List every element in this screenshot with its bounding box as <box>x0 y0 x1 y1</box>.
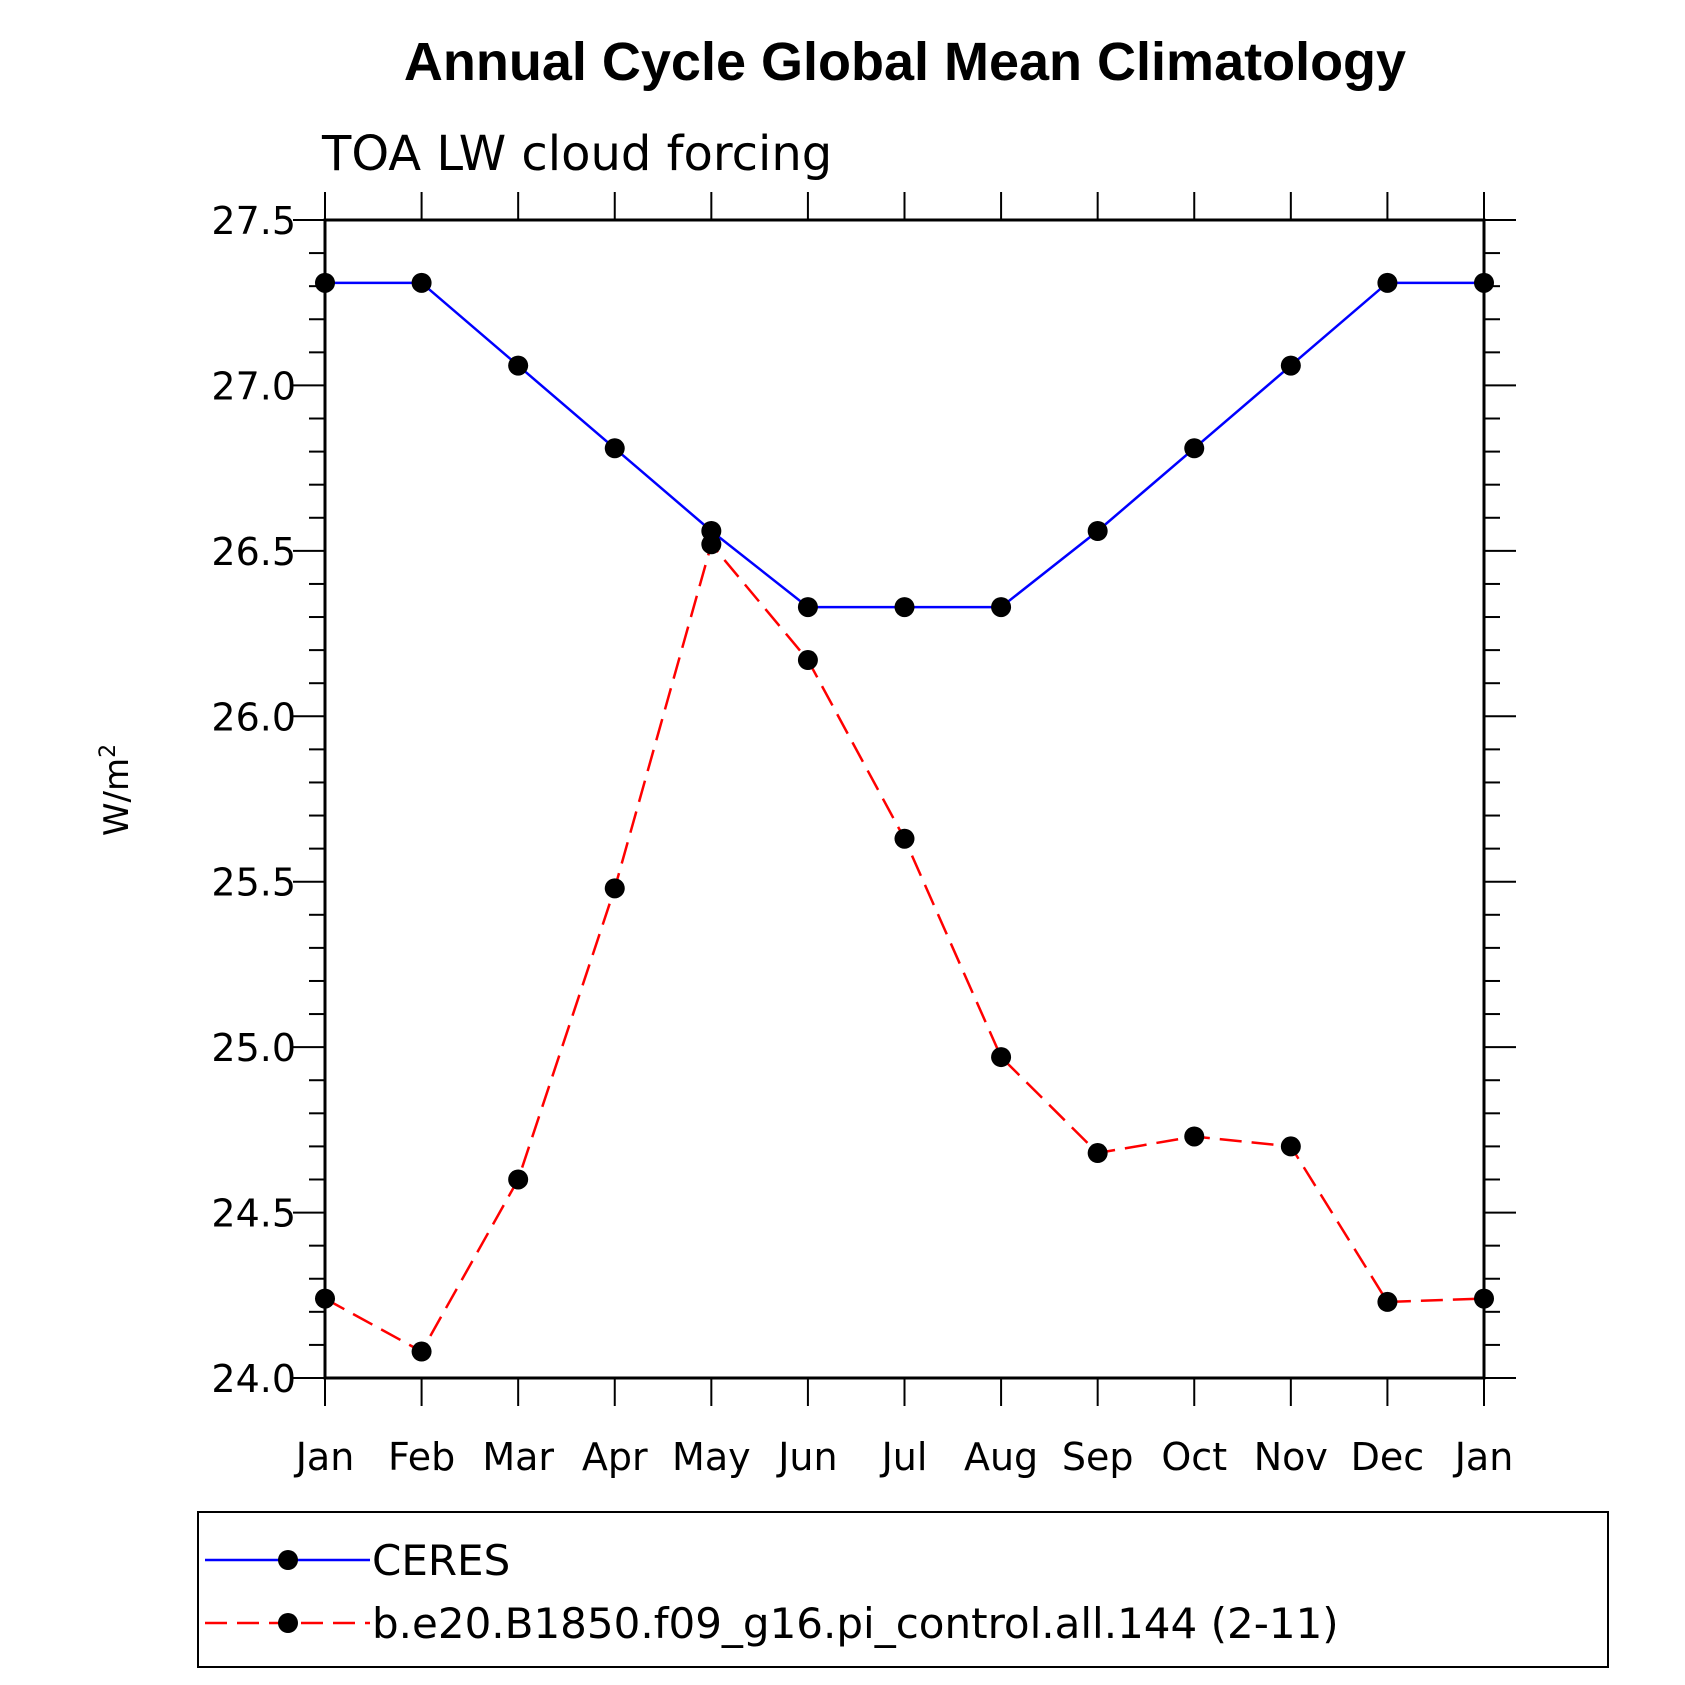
data-point <box>797 650 818 671</box>
data-point <box>604 438 625 459</box>
data-point <box>991 1047 1012 1068</box>
data-point <box>508 1169 529 1190</box>
data-point <box>411 1341 432 1362</box>
x-tick-label: Sep <box>1062 1435 1134 1479</box>
data-point <box>315 272 335 293</box>
data-point <box>991 597 1012 618</box>
y-tick-label: 26.0 <box>211 695 296 739</box>
data-point <box>894 828 915 849</box>
legend: CERES b.e20.B1850.f09_g16.pi_control.all.… <box>197 1511 1609 1668</box>
x-tick-label: Jan <box>1453 1435 1514 1479</box>
data-point <box>701 534 722 555</box>
plot-border <box>323 218 1486 1380</box>
x-tick-label: Feb <box>388 1435 455 1479</box>
y-axis-title: W/m2 <box>96 744 137 836</box>
series-line-1 <box>324 541 1485 1354</box>
data-point <box>315 1288 335 1309</box>
x-tick-label: Apr <box>582 1435 648 1479</box>
data-point <box>1184 1126 1205 1147</box>
y-tick-label: 24.0 <box>211 1357 296 1401</box>
chart-title: Annual Cycle Global Mean Climatology <box>404 32 1406 92</box>
y-tick-label: 24.5 <box>211 1192 296 1236</box>
x-tick-label: Oct <box>1161 1435 1227 1479</box>
data-point <box>1474 1288 1494 1309</box>
legend-marker-1 <box>278 1613 298 1633</box>
y-axis-title-main: W/m <box>97 758 137 836</box>
x-axis-ticks: Jan Feb Mar Apr May Jun Jul Aug Sep Oct Nov Dec Jan <box>294 192 1514 1479</box>
data-point <box>1087 521 1108 542</box>
data-point <box>1280 355 1301 376</box>
legend-label-0: CERES <box>372 1536 510 1585</box>
data-point <box>1184 438 1205 459</box>
y-tick-label: 27.5 <box>211 199 296 243</box>
x-tick-label: Jan <box>294 1435 355 1479</box>
x-tick-label: Aug <box>964 1435 1038 1479</box>
y-tick-label: 25.0 <box>211 1026 296 1070</box>
data-point <box>1377 272 1398 293</box>
legend-label-1: b.e20.B1850.f09_g16.pi_control.all.144 (… <box>372 1599 1339 1648</box>
y-axis-ticks: 24.0 24.5 25.0 25.5 26.0 26.5 27.0 27.5 <box>211 199 1516 1401</box>
data-point <box>604 878 625 899</box>
x-tick-label: May <box>672 1435 751 1479</box>
series-layer <box>315 272 1494 1362</box>
x-tick-label: Jun <box>776 1435 837 1479</box>
data-point <box>1474 272 1494 293</box>
x-tick-label: Mar <box>482 1435 554 1479</box>
x-tick-label: Dec <box>1351 1435 1425 1479</box>
data-point <box>1377 1291 1398 1312</box>
x-tick-label: Jul <box>880 1435 928 1479</box>
y-tick-label: 25.5 <box>211 861 296 905</box>
y-axis-title-superscript: 2 <box>96 744 121 758</box>
data-point <box>894 597 915 618</box>
y-tick-label: 27.0 <box>211 364 296 408</box>
data-point <box>1087 1143 1108 1164</box>
series-line-0 <box>325 281 1484 609</box>
data-point <box>1280 1136 1301 1157</box>
data-point <box>508 355 529 376</box>
legend-marker-0 <box>278 1550 298 1570</box>
plot-frame <box>323 218 1486 1380</box>
x-tick-label: Nov <box>1254 1435 1328 1479</box>
y-tick-label: 26.5 <box>211 530 296 574</box>
data-point <box>411 272 432 293</box>
data-point <box>797 597 818 618</box>
legend-box <box>197 1511 1609 1668</box>
chart-subtitle: TOA LW cloud forcing <box>321 126 832 182</box>
